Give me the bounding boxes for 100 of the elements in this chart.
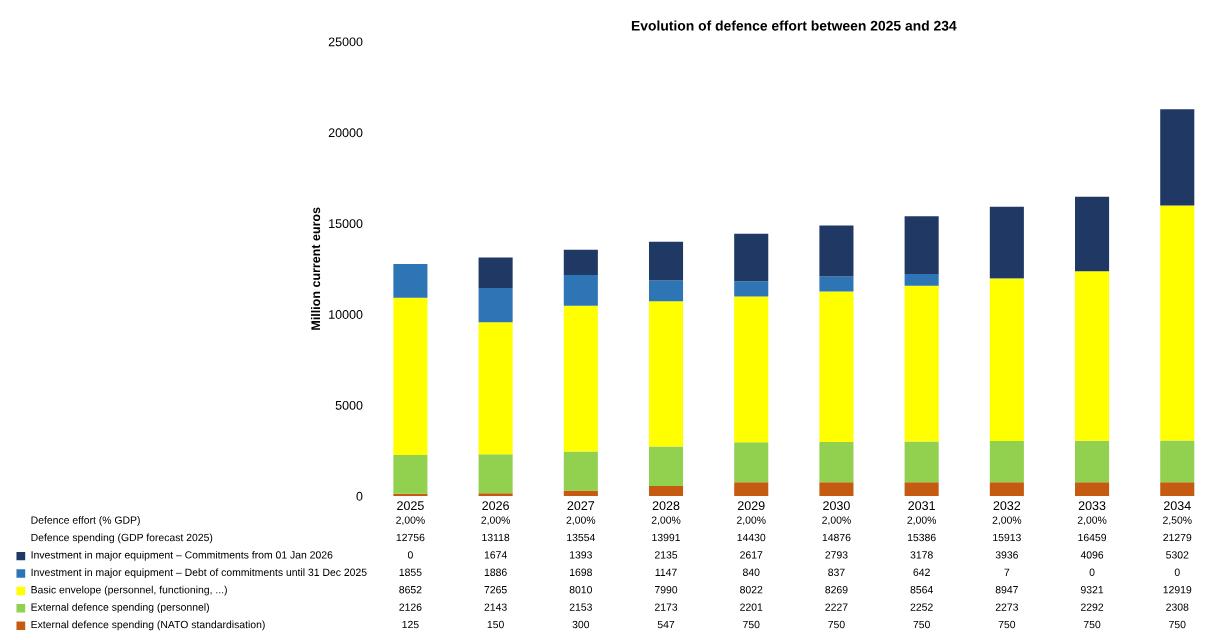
bar	[1075, 482, 1110, 496]
y-axis-title: Million current euros	[310, 207, 321, 330]
data-label: 2135	[654, 551, 678, 559]
x-tick-label: 2026	[482, 501, 509, 511]
bar	[1075, 271, 1110, 441]
text: 13118	[482, 533, 510, 542]
data-label: 2227	[825, 603, 848, 611]
data-label: 1886	[484, 568, 507, 576]
bar	[989, 206, 1024, 279]
data-label: 750	[913, 620, 930, 629]
data-label: 750	[1169, 620, 1186, 629]
data-label: 547	[657, 620, 675, 629]
data-label: 150	[487, 620, 504, 629]
bar	[1075, 196, 1110, 272]
text: 2,00%	[481, 516, 511, 525]
bar	[648, 280, 684, 302]
bar	[478, 454, 513, 494]
data-label: 1674	[484, 551, 507, 559]
y-tick-label: 25000	[328, 37, 363, 47]
text: 14876	[822, 533, 851, 542]
x-tick-label: 2034	[1163, 501, 1191, 511]
bar	[1160, 109, 1195, 206]
text: 16459	[1078, 533, 1107, 542]
data-label: 1147	[655, 568, 677, 576]
data-label: 4096	[1080, 551, 1104, 559]
y-tick-label: 15000	[329, 219, 363, 229]
text: Defence spending (GDP forecast 2025)	[31, 533, 213, 544]
bar	[648, 486, 684, 496]
data-label: 8269	[825, 586, 848, 594]
bar	[819, 482, 854, 496]
bar	[989, 278, 1024, 442]
data-label: 8652	[399, 586, 422, 594]
bar	[734, 442, 769, 483]
data-label: 3178	[910, 551, 933, 559]
y-tick-label: 0	[356, 491, 363, 501]
bar	[819, 225, 854, 277]
bar	[989, 482, 1024, 496]
x-tick-label: 2028	[652, 501, 680, 511]
bar	[648, 301, 684, 447]
data-label: 2153	[569, 603, 592, 611]
x-tick-label: 2025	[397, 501, 424, 511]
data-label: 2252	[910, 603, 933, 611]
data-label: 750	[743, 620, 760, 629]
text: 2,00%	[822, 516, 851, 525]
bar	[734, 296, 769, 443]
text: 2,00%	[396, 516, 425, 525]
bar	[904, 216, 939, 275]
data-label: 750	[828, 620, 845, 629]
data-label: 1393	[570, 551, 592, 559]
chart-title: Evolution of defence effort between 2025 and 234	[631, 20, 957, 31]
bar	[648, 241, 684, 281]
data-label: 2201	[740, 603, 763, 611]
bar	[904, 274, 939, 286]
data-label: 7265	[484, 586, 507, 594]
legend-label: Basic envelope (personnel, functioning, ...)	[31, 585, 227, 596]
text: 2,00%	[992, 516, 1022, 525]
data-label: 12919	[1163, 586, 1192, 594]
data-label: 8022	[740, 586, 763, 594]
bar	[904, 482, 939, 496]
data-label: 1855	[399, 568, 422, 576]
bar	[1160, 482, 1195, 496]
data-label: 840	[743, 568, 760, 576]
bar	[819, 276, 854, 292]
text: 13554	[567, 533, 595, 542]
bar	[478, 322, 513, 455]
bar	[563, 451, 598, 491]
bar	[648, 446, 684, 487]
data-label: 750	[998, 620, 1016, 629]
bar	[734, 482, 769, 496]
y-tick-label: 20000	[328, 128, 363, 138]
x-tick-label: 2033	[1078, 501, 1106, 511]
text: 15913	[993, 533, 1021, 542]
legend-label: Investment in major equipment – Commitments from 01 Jan 2026	[31, 550, 333, 561]
bar	[393, 455, 428, 494]
text: 15386	[907, 533, 936, 542]
bar	[904, 285, 939, 442]
data-label: 837	[828, 568, 845, 576]
bar	[478, 493, 513, 496]
data-label: 125	[402, 620, 419, 629]
legend-label: External defence spending (NATO standardisation)	[31, 620, 265, 631]
bar	[819, 291, 854, 442]
text: 2,00%	[651, 516, 681, 525]
bar	[563, 305, 598, 452]
data-label: 3936	[995, 551, 1018, 559]
data-label: 0	[1174, 568, 1180, 576]
legend-label: Investment in major equipment – Debt of commitments until 31 Dec 2025	[31, 568, 367, 579]
bar	[819, 441, 854, 483]
data-label: 2273	[995, 603, 1018, 611]
x-tick-label: 2032	[993, 501, 1021, 511]
text: 2,50%	[1163, 516, 1192, 525]
data-label: 2793	[825, 551, 848, 559]
bar	[734, 233, 769, 282]
bar	[1160, 205, 1195, 441]
bar	[563, 490, 598, 496]
x-tick-label: 2027	[567, 501, 595, 511]
data-label: 2617	[740, 551, 763, 559]
text: 2,00%	[736, 516, 766, 525]
data-label: 2173	[654, 603, 678, 611]
data-label: 7	[1004, 568, 1010, 576]
data-label: 9321	[1080, 586, 1104, 594]
